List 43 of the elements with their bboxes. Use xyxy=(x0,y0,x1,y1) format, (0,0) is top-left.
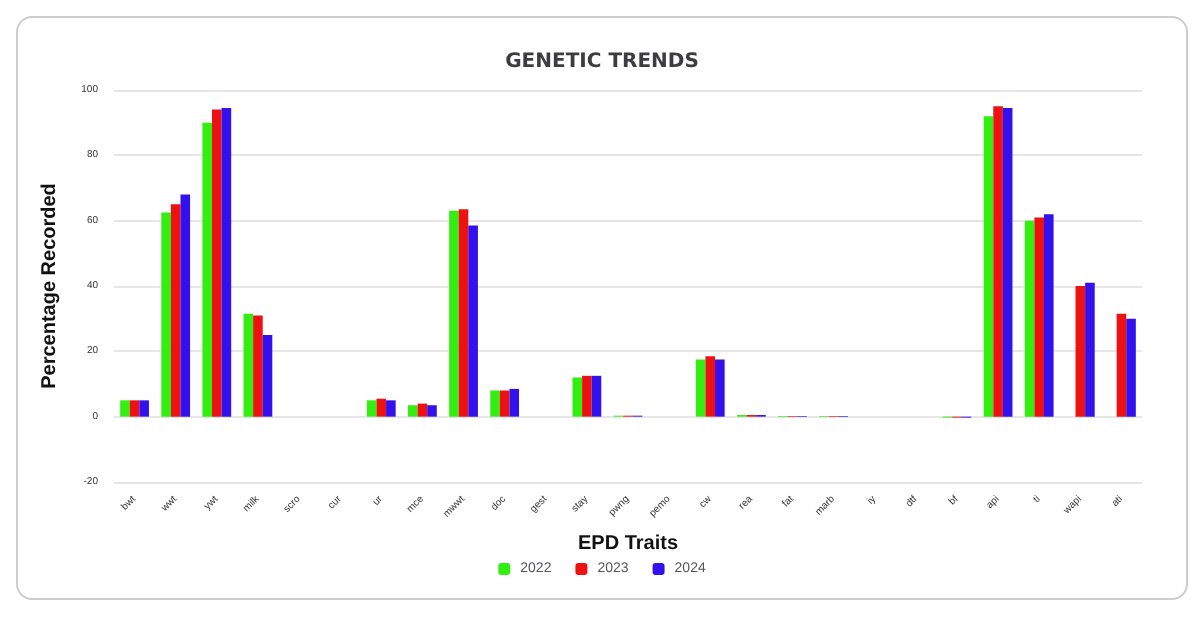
bar xyxy=(715,359,725,417)
bar xyxy=(582,375,592,417)
bar xyxy=(376,398,387,417)
bar xyxy=(180,194,191,417)
bar xyxy=(1034,217,1044,417)
bar xyxy=(1085,282,1095,417)
bar xyxy=(695,359,706,417)
bar xyxy=(427,405,437,417)
bar xyxy=(1116,313,1127,417)
bar xyxy=(591,375,602,417)
bar xyxy=(417,403,428,417)
y-axis-title: Percentage Recorded xyxy=(38,183,61,389)
bar xyxy=(983,116,994,417)
bar xyxy=(212,109,222,417)
bar xyxy=(161,212,171,417)
bar xyxy=(458,209,469,417)
chart-title: GENETIC TRENDS xyxy=(505,51,699,73)
bar xyxy=(572,377,583,417)
bar xyxy=(705,356,716,417)
bar xyxy=(129,400,140,417)
bar xyxy=(468,225,478,417)
bar xyxy=(408,405,418,417)
bar xyxy=(1024,220,1035,417)
bar xyxy=(221,107,232,417)
x-axis-title: EPD Traits xyxy=(577,532,679,555)
bar xyxy=(366,400,377,417)
bar xyxy=(262,335,273,417)
bar xyxy=(1126,318,1136,417)
bar xyxy=(120,400,130,417)
bar xyxy=(386,400,396,417)
bar xyxy=(139,400,149,417)
bar xyxy=(202,122,212,417)
bar xyxy=(449,210,459,417)
bar xyxy=(509,388,520,417)
bar xyxy=(499,390,510,417)
bar xyxy=(1075,286,1086,417)
bar xyxy=(1044,214,1054,417)
bar xyxy=(253,315,263,417)
bar xyxy=(1002,107,1013,417)
bar xyxy=(243,313,254,417)
bar xyxy=(993,106,1003,417)
bar xyxy=(170,204,181,417)
bar xyxy=(490,390,500,417)
